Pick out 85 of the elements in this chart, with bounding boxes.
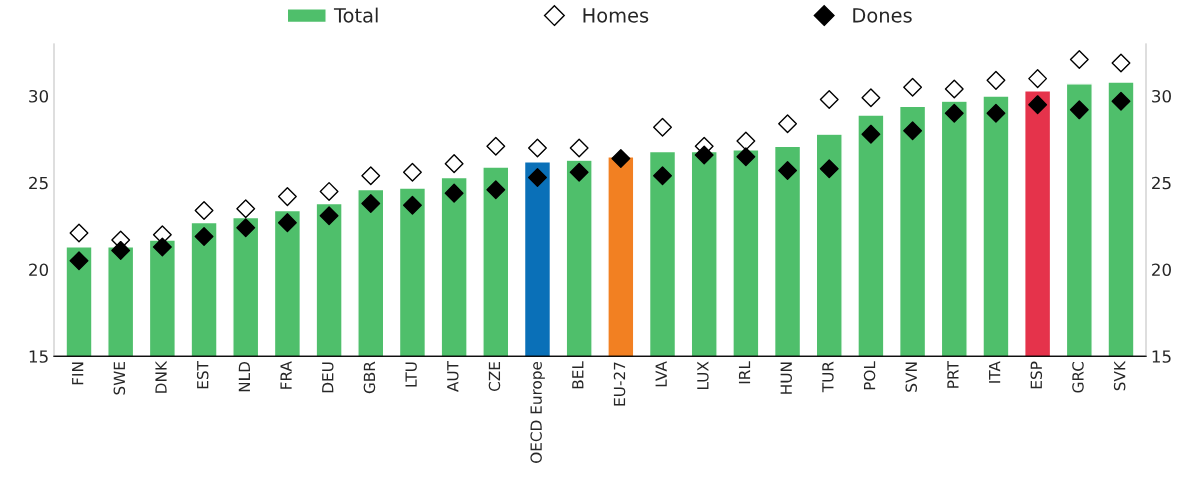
x-tick-label: EU-27 bbox=[613, 362, 626, 406]
point bbox=[1069, 50, 1089, 70]
x-tick-label: SWE bbox=[113, 362, 126, 395]
x-tick-label: LVA bbox=[655, 361, 667, 387]
point bbox=[1028, 95, 1048, 115]
point bbox=[736, 131, 756, 151]
x-tick-label: OECD Europe bbox=[530, 361, 545, 463]
x-tick-label: PRT bbox=[947, 361, 959, 388]
point bbox=[1028, 69, 1048, 89]
point bbox=[1069, 100, 1089, 120]
x-tick-label: AUT bbox=[447, 361, 459, 392]
legend-label: Total bbox=[333, 7, 378, 23]
point bbox=[569, 138, 589, 158]
x-tick-label: HUN bbox=[780, 362, 792, 394]
point bbox=[944, 103, 964, 123]
point bbox=[528, 168, 547, 188]
point bbox=[111, 240, 131, 260]
point bbox=[486, 136, 506, 156]
x-tick-label: SVN bbox=[905, 362, 918, 392]
point bbox=[361, 166, 381, 186]
x-tick-label: BEL bbox=[572, 361, 584, 389]
point bbox=[194, 201, 214, 220]
y-tick-label: 30 bbox=[29, 89, 49, 103]
x-tick-label: ITA bbox=[989, 361, 1001, 383]
y2-tick-label: 15 bbox=[1152, 350, 1171, 363]
point bbox=[444, 183, 464, 203]
x-tick-label: ESP bbox=[1030, 361, 1043, 389]
point bbox=[444, 154, 464, 174]
x-tick-label: DNK bbox=[155, 360, 167, 393]
point bbox=[236, 199, 256, 219]
x-tick-label: IRL bbox=[738, 361, 751, 384]
x-tick-label: LUX bbox=[697, 361, 709, 389]
point bbox=[528, 138, 547, 158]
point bbox=[778, 114, 798, 134]
x-tick-label: SVK bbox=[1113, 360, 1126, 391]
point bbox=[569, 162, 589, 182]
x-tick-label: LTU bbox=[405, 362, 417, 387]
y-tick-label: 15 bbox=[29, 350, 48, 363]
point bbox=[236, 218, 256, 238]
point bbox=[736, 147, 756, 167]
point bbox=[194, 227, 214, 246]
point bbox=[319, 206, 339, 226]
point bbox=[903, 121, 923, 141]
point bbox=[653, 117, 672, 137]
point bbox=[653, 166, 672, 186]
y-tick-label: 25 bbox=[29, 176, 48, 190]
point bbox=[361, 194, 381, 214]
x-tick-label: TUR bbox=[822, 361, 834, 393]
legend-label: Dones bbox=[853, 8, 912, 23]
point bbox=[1111, 91, 1131, 111]
x-tick-label: DEU bbox=[322, 362, 334, 393]
point bbox=[778, 161, 798, 181]
x-tick-label: FIN bbox=[72, 362, 84, 385]
point bbox=[402, 162, 422, 182]
point bbox=[694, 145, 714, 165]
y-tick-label: 20 bbox=[29, 263, 49, 277]
point bbox=[903, 77, 923, 97]
point bbox=[986, 103, 1006, 123]
point bbox=[819, 89, 839, 109]
x-tick-label: POL bbox=[863, 361, 876, 390]
x-tick-label: EST bbox=[196, 361, 209, 389]
point bbox=[402, 195, 422, 215]
point bbox=[319, 181, 339, 201]
point bbox=[1111, 53, 1131, 73]
point bbox=[277, 213, 297, 233]
x-tick-label: FRA bbox=[280, 361, 292, 389]
point bbox=[861, 124, 881, 144]
x-tick-label: NLD bbox=[238, 362, 250, 392]
point bbox=[986, 70, 1006, 90]
point bbox=[861, 88, 881, 108]
point bbox=[819, 159, 839, 179]
point bbox=[69, 251, 89, 271]
y2-tick-label: 30 bbox=[1152, 89, 1171, 103]
point bbox=[152, 237, 172, 257]
point bbox=[69, 223, 89, 243]
point bbox=[486, 180, 506, 200]
point bbox=[277, 187, 297, 207]
y2-tick-label: 20 bbox=[1152, 263, 1171, 277]
x-tick-label: GRC bbox=[1072, 361, 1084, 393]
y2-tick-label: 25 bbox=[1152, 176, 1171, 190]
point bbox=[611, 148, 631, 168]
point bbox=[944, 79, 964, 99]
x-tick-label: GBR bbox=[363, 361, 376, 394]
x-tick-label: CZE bbox=[488, 362, 501, 392]
legend-label: Homes bbox=[583, 8, 649, 23]
